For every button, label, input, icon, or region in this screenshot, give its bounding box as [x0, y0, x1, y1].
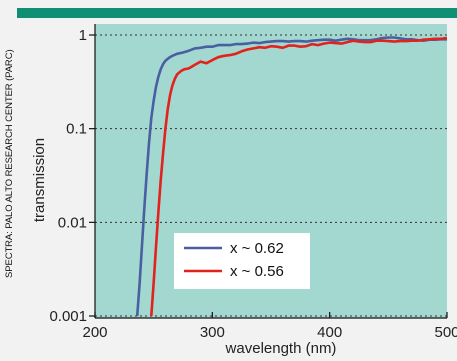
legend-box [174, 233, 310, 289]
y-tick-label-2: 0.1 [66, 121, 87, 138]
y-tick-label-0: 0.001 [49, 308, 87, 325]
x-tick-label-0: 200 [82, 324, 107, 341]
legend-label-1: x ~ 0.62 [230, 240, 284, 257]
y-axis-title: transmission [31, 138, 48, 222]
series-line-1 [135, 36, 447, 317]
y-tick-label-1: 0.01 [58, 214, 87, 231]
x-tick-label-2: 400 [317, 324, 342, 341]
y-tick-label-3: 1 [79, 27, 87, 44]
legend-label-2: x ~ 0.56 [230, 263, 284, 280]
series-line-2 [150, 36, 447, 317]
header-accent-bar [17, 8, 457, 18]
x-tick-label-3: 500 [434, 324, 457, 341]
x-tick-label-1: 300 [200, 324, 225, 341]
x-axis-title: wavelength (nm) [225, 340, 337, 357]
